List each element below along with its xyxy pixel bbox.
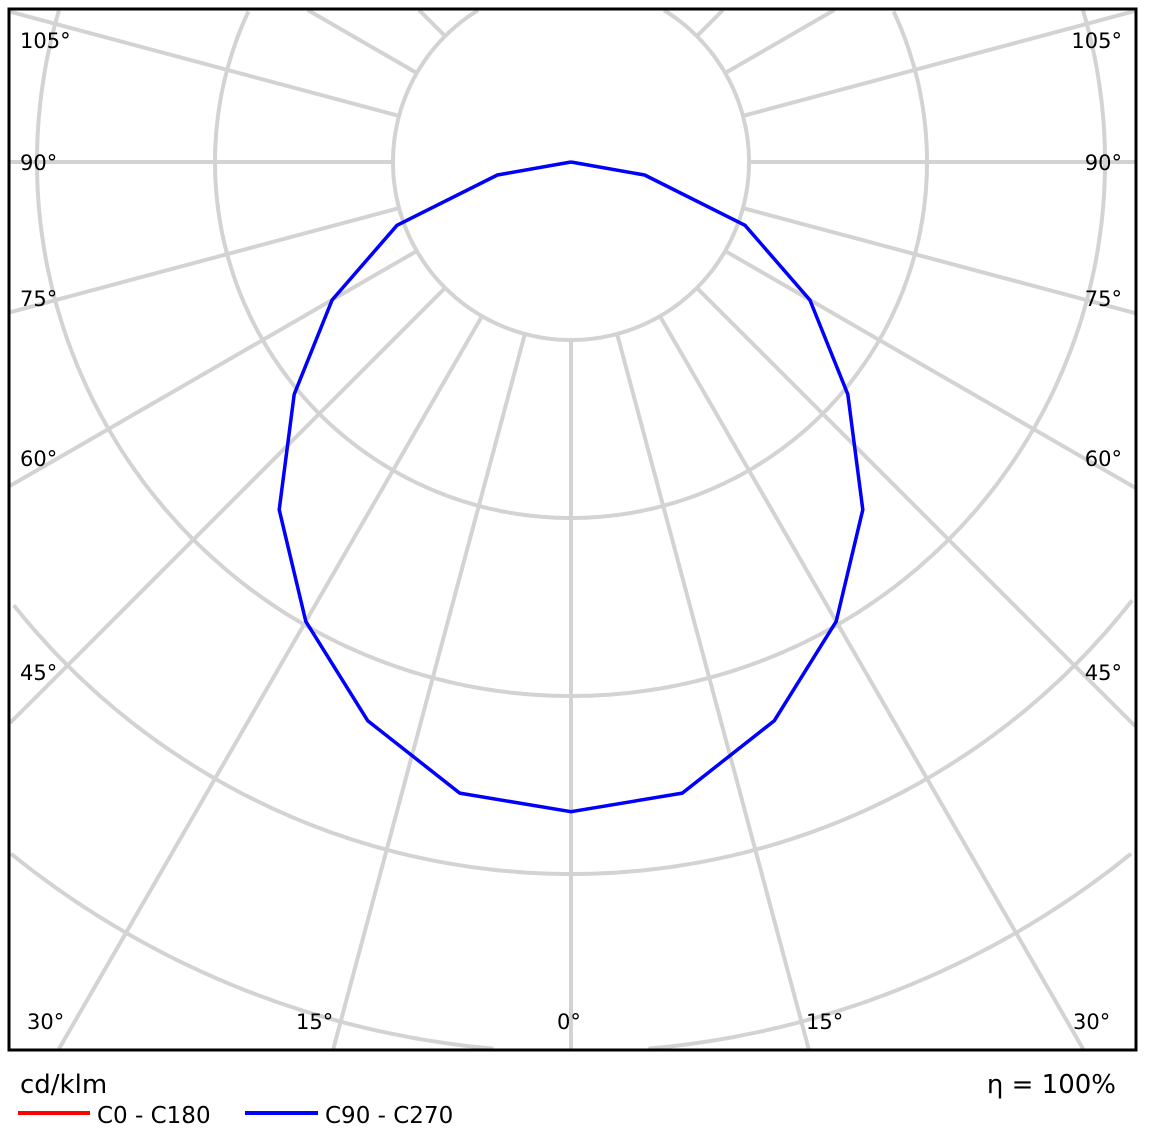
grid-spoke (8, 286, 447, 725)
tick-bottom-30-left: 30° (27, 1010, 64, 1034)
grid-spoke (615, 333, 811, 1050)
tick-right-60: 60° (1085, 447, 1122, 471)
tick-right-90: 90° (1085, 151, 1122, 175)
grid-spoke (57, 315, 484, 1051)
grid-ring (391, 8, 751, 342)
tick-bottom-15-left: 15° (296, 1010, 333, 1034)
grid-ring (35, 9, 1107, 698)
tick-left-60: 60° (20, 447, 57, 471)
grid-spoke (8, 249, 418, 488)
grid-ring (9, 852, 1133, 1051)
legend-label-c0-c180: C0 - C180 (97, 1103, 211, 1129)
tick-bottom-15-right: 15° (806, 1010, 843, 1034)
tick-bottom-0: 0° (557, 1010, 581, 1034)
legend-label-c90-c270: C90 - C270 (325, 1103, 453, 1129)
legend: C0 - C180 C90 - C270 (18, 1103, 453, 1129)
grid-spoke (306, 8, 418, 75)
tick-right-45: 45° (1085, 661, 1122, 685)
grid-spoke (9, 9, 400, 118)
tick-left-45: 45° (20, 661, 57, 685)
grid-spoke (9, 206, 400, 315)
grid-ring (12, 599, 1134, 876)
grid-spoke (724, 249, 1137, 490)
efficiency-label: η = 100% (987, 1070, 1116, 1100)
grid-spoke (658, 315, 1085, 1051)
grid-spoke (695, 286, 1137, 728)
tick-left-105: 105° (20, 29, 71, 53)
intensity-curves (277, 160, 865, 814)
grid-spoke (742, 8, 1136, 118)
grid-spoke (417, 8, 447, 38)
tick-right-105: 105° (1071, 29, 1122, 53)
tick-right-75: 75° (1085, 287, 1122, 311)
grid-spoke (695, 8, 725, 38)
grid-ring (213, 10, 929, 520)
tick-left-90: 90° (20, 151, 57, 175)
grid-spoke (331, 333, 527, 1050)
unit-label: cd/klm (20, 1070, 107, 1100)
plot-frame (7, 7, 1138, 1052)
tick-bottom-30-right: 30° (1073, 1010, 1110, 1034)
tick-left-75: 75° (20, 287, 57, 311)
angle-tick-labels: 105° 90° 75° 60° 45° 105° 90° 75° 60° 45… (20, 29, 1122, 1034)
polar-grid (8, 8, 1137, 1051)
grid-spoke (742, 206, 1136, 316)
grid-spoke (724, 8, 836, 75)
series-line-c90-c270 (277, 160, 865, 814)
